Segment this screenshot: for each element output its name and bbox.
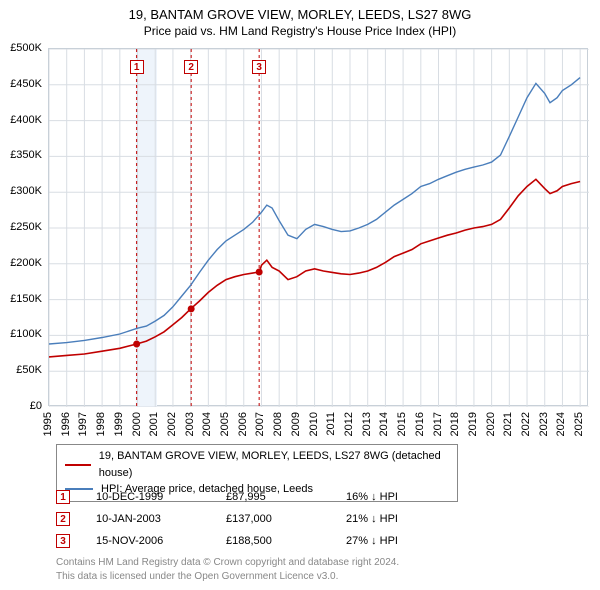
legend-label: 19, BANTAM GROVE VIEW, MORLEY, LEEDS, LS… bbox=[99, 448, 447, 481]
transaction-date: 15-NOV-2006 bbox=[96, 535, 226, 547]
licence-text: Contains HM Land Registry data © Crown c… bbox=[56, 556, 399, 583]
x-tick-label: 2018 bbox=[449, 412, 461, 436]
x-tick-label: 2006 bbox=[237, 412, 249, 436]
x-tick-label: 2012 bbox=[343, 412, 355, 436]
transaction-price: £87,995 bbox=[226, 491, 346, 503]
x-tick-label: 2008 bbox=[272, 412, 284, 436]
plot-marker-1: 1 bbox=[130, 60, 144, 74]
transaction-price: £137,000 bbox=[226, 513, 346, 525]
x-tick-label: 2025 bbox=[573, 412, 585, 436]
y-tick-label: £100K bbox=[0, 328, 42, 340]
transaction-row: 2 10-JAN-2003£137,00021% ↓ HPI bbox=[56, 508, 466, 530]
chart-subtitle: Price paid vs. HM Land Registry's House … bbox=[0, 24, 600, 42]
transactions-table: 1 10-DEC-1999£87,99516% ↓ HPI 2 10-JAN-2003… bbox=[56, 486, 466, 552]
x-tick-label: 2020 bbox=[485, 412, 497, 436]
x-tick-label: 2022 bbox=[520, 412, 532, 436]
y-tick-label: £250K bbox=[0, 221, 42, 233]
transaction-hpi-delta: 27% ↓ HPI bbox=[346, 535, 466, 547]
transaction-marker: 3 bbox=[56, 534, 70, 548]
x-tick-label: 2019 bbox=[467, 412, 479, 436]
y-tick-label: £150K bbox=[0, 293, 42, 305]
plot-marker-2: 2 bbox=[184, 60, 198, 74]
x-tick-label: 2005 bbox=[219, 412, 231, 436]
plot-marker-3: 3 bbox=[252, 60, 266, 74]
x-tick-label: 2016 bbox=[414, 412, 426, 436]
x-tick-label: 2009 bbox=[290, 412, 302, 436]
transaction-marker: 2 bbox=[56, 512, 70, 526]
x-tick-label: 2001 bbox=[148, 412, 160, 436]
x-tick-label: 2017 bbox=[432, 412, 444, 436]
y-tick-label: £350K bbox=[0, 149, 42, 161]
x-tick-label: 2011 bbox=[325, 412, 337, 436]
y-tick-label: £200K bbox=[0, 257, 42, 269]
licence-line2: This data is licensed under the Open Gov… bbox=[56, 570, 399, 584]
x-tick-label: 2015 bbox=[396, 412, 408, 436]
y-tick-label: £300K bbox=[0, 185, 42, 197]
x-tick-label: 2013 bbox=[361, 412, 373, 436]
y-tick-label: £500K bbox=[0, 42, 42, 54]
x-tick-label: 2004 bbox=[201, 412, 213, 436]
transaction-row: 3 15-NOV-2006£188,50027% ↓ HPI bbox=[56, 530, 466, 552]
licence-line1: Contains HM Land Registry data © Crown c… bbox=[56, 556, 399, 570]
y-tick-label: £450K bbox=[0, 78, 42, 90]
x-tick-label: 2007 bbox=[254, 412, 266, 436]
x-tick-label: 1999 bbox=[113, 412, 125, 436]
transaction-date: 10-JAN-2003 bbox=[96, 513, 226, 525]
transaction-price: £188,500 bbox=[226, 535, 346, 547]
x-tick-label: 2010 bbox=[308, 412, 320, 436]
x-tick-label: 2014 bbox=[378, 412, 390, 436]
transaction-hpi-delta: 21% ↓ HPI bbox=[346, 513, 466, 525]
x-tick-label: 2000 bbox=[131, 412, 143, 436]
chart-title: 19, BANTAM GROVE VIEW, MORLEY, LEEDS, LS… bbox=[0, 0, 600, 24]
transaction-row: 1 10-DEC-1999£87,99516% ↓ HPI bbox=[56, 486, 466, 508]
x-tick-label: 2024 bbox=[555, 412, 567, 436]
legend-item: 19, BANTAM GROVE VIEW, MORLEY, LEEDS, LS… bbox=[65, 448, 447, 481]
chart-plot-area: 1 2 3 bbox=[48, 48, 588, 406]
x-tick-label: 1998 bbox=[95, 412, 107, 436]
y-tick-label: £50K bbox=[0, 364, 42, 376]
y-tick-label: £400K bbox=[0, 114, 42, 126]
x-tick-label: 2021 bbox=[502, 412, 514, 436]
x-tick-label: 2002 bbox=[166, 412, 178, 436]
x-tick-label: 2023 bbox=[538, 412, 550, 436]
y-tick-label: £0 bbox=[0, 400, 42, 412]
transaction-hpi-delta: 16% ↓ HPI bbox=[346, 491, 466, 503]
transaction-marker: 1 bbox=[56, 490, 70, 504]
x-tick-label: 1995 bbox=[42, 412, 54, 436]
x-tick-label: 2003 bbox=[184, 412, 196, 436]
legend-swatch bbox=[65, 464, 91, 466]
transaction-date: 10-DEC-1999 bbox=[96, 491, 226, 503]
x-tick-label: 1997 bbox=[77, 412, 89, 436]
x-tick-label: 1996 bbox=[60, 412, 72, 436]
